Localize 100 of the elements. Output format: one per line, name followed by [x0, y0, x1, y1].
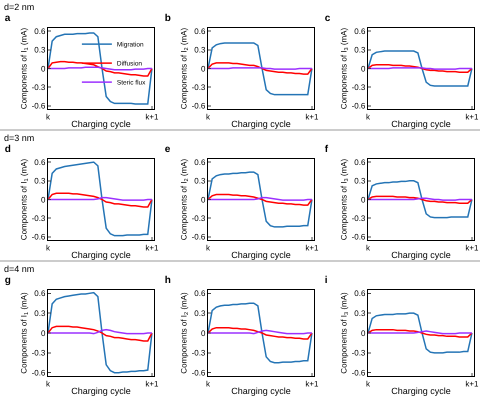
y-tick-label: 0.3 — [194, 176, 206, 186]
chart-title: d — [4, 144, 11, 155]
line-series — [368, 180, 473, 218]
x-tick-label: k+1 — [465, 244, 480, 253]
y-tick-label: -0.3 — [32, 82, 46, 92]
y-tick-label: -0.6 — [192, 368, 206, 378]
text: d=4 nm — [4, 264, 34, 274]
line-series — [368, 50, 473, 87]
y-tick-label: 0.6 — [34, 158, 46, 167]
y-tick-label: -0.6 — [32, 232, 46, 242]
line-series — [48, 292, 153, 374]
y-tick-label: -0.3 — [352, 214, 366, 223]
x-tick-label: k+1 — [465, 112, 480, 122]
y-tick-label: 0.3 — [354, 46, 366, 55]
line-series — [208, 62, 313, 75]
line-series — [48, 161, 153, 236]
y-tick-label: -0.3 — [352, 348, 366, 358]
line-series — [208, 42, 313, 96]
y-tick-label: -0.3 — [352, 82, 366, 92]
y-tick-label: 0.3 — [194, 46, 206, 55]
x-axis-title: Charging cycle — [391, 250, 451, 260]
y-tick-label: 0.6 — [354, 289, 366, 298]
line-series — [48, 192, 153, 208]
y-tick-label: -0.6 — [352, 102, 366, 111]
line-series — [208, 302, 313, 364]
line-series — [368, 328, 473, 338]
x-axis-title: Charging cycle — [391, 386, 451, 396]
y-tick-label: 0 — [200, 328, 206, 338]
x-tick-label: k+1 — [305, 380, 320, 389]
y-tick-label: 0 — [360, 195, 366, 204]
chart-title: a — [4, 13, 11, 24]
y-tick-label: 0.6 — [34, 26, 46, 36]
x-tick-label: k — [206, 380, 211, 389]
x-tick-label: k — [206, 244, 211, 253]
text: d=2 nm — [4, 2, 34, 12]
line-series — [48, 60, 153, 77]
y-tick-label: 0.6 — [194, 26, 206, 36]
x-axis-title: Charging cycle — [71, 386, 131, 396]
chart-title: b — [164, 13, 171, 24]
line-series — [208, 326, 313, 340]
y-tick-label: 0.3 — [194, 308, 206, 318]
x-tick-label: k — [366, 380, 371, 389]
y-tick-label: -0.6 — [352, 368, 366, 378]
y-tick-label: 0 — [40, 64, 46, 74]
x-axis-title: Charging cycle — [231, 119, 291, 129]
x-axis-title: Charging cycle — [231, 250, 291, 260]
chart-title: f — [324, 144, 329, 155]
y-tick-label: 0.3 — [34, 308, 46, 318]
y-tick-label: -0.6 — [192, 102, 206, 111]
y-tick-label: 0 — [40, 328, 46, 338]
x-tick-label: k+1 — [305, 244, 320, 253]
line-series — [208, 194, 313, 206]
line-series — [48, 32, 153, 105]
text: d=3 nm — [4, 133, 34, 143]
y-tick-label: 0.6 — [34, 289, 46, 298]
y-tick-label: 0 — [200, 64, 206, 74]
y-tick-label: 0 — [360, 64, 366, 74]
x-tick-label: k — [366, 112, 371, 122]
x-tick-label: k+1 — [305, 112, 320, 122]
y-tick-label: 0.6 — [194, 289, 206, 298]
line-series — [368, 312, 473, 354]
y-tick-label: 0 — [40, 195, 46, 204]
y-tick-label: 0.6 — [194, 158, 206, 167]
y-tick-label: 0.6 — [354, 26, 366, 36]
y-tick-label: -0.6 — [192, 232, 206, 242]
y-tick-label: -0.3 — [32, 348, 46, 358]
x-tick-label: k — [46, 380, 51, 389]
line-series — [208, 171, 313, 228]
y-tick-label: -0.6 — [32, 102, 46, 111]
line-series — [48, 326, 153, 342]
x-tick-label: k — [206, 112, 211, 122]
chart-title: h — [164, 275, 171, 286]
line-series — [368, 196, 473, 204]
x-axis-title: Charging cycle — [231, 386, 291, 396]
x-axis-title: Charging cycle — [391, 119, 451, 129]
y-tick-label: 0 — [200, 195, 206, 204]
x-axis-title: Charging cycle — [71, 250, 131, 260]
y-tick-label: -0.3 — [192, 82, 206, 92]
chart-title: c — [324, 13, 331, 24]
y-tick-label: -0.3 — [192, 348, 206, 358]
x-tick-label: k — [46, 112, 51, 122]
y-tick-label: 0.3 — [354, 176, 366, 186]
y-tick-label: 0.3 — [34, 176, 46, 186]
y-tick-label: -0.3 — [192, 214, 206, 223]
x-axis-title: Charging cycle — [71, 119, 131, 129]
y-tick-label: -0.6 — [32, 368, 46, 378]
x-tick-label: k — [366, 244, 371, 253]
chart-title: g — [4, 275, 11, 286]
chart-title: e — [164, 144, 171, 155]
line-series — [368, 64, 473, 73]
y-tick-label: 0.6 — [354, 158, 366, 167]
y-tick-label: 0.3 — [354, 308, 366, 318]
y-tick-label: 0 — [360, 328, 366, 338]
x-tick-label: k+1 — [145, 112, 160, 122]
y-tick-label: -0.3 — [32, 214, 46, 223]
x-tick-label: k+1 — [465, 380, 480, 389]
x-tick-label: k+1 — [145, 244, 160, 253]
chart-title: i — [324, 275, 328, 286]
x-tick-label: k+1 — [145, 380, 160, 389]
y-tick-label: -0.6 — [352, 232, 366, 242]
